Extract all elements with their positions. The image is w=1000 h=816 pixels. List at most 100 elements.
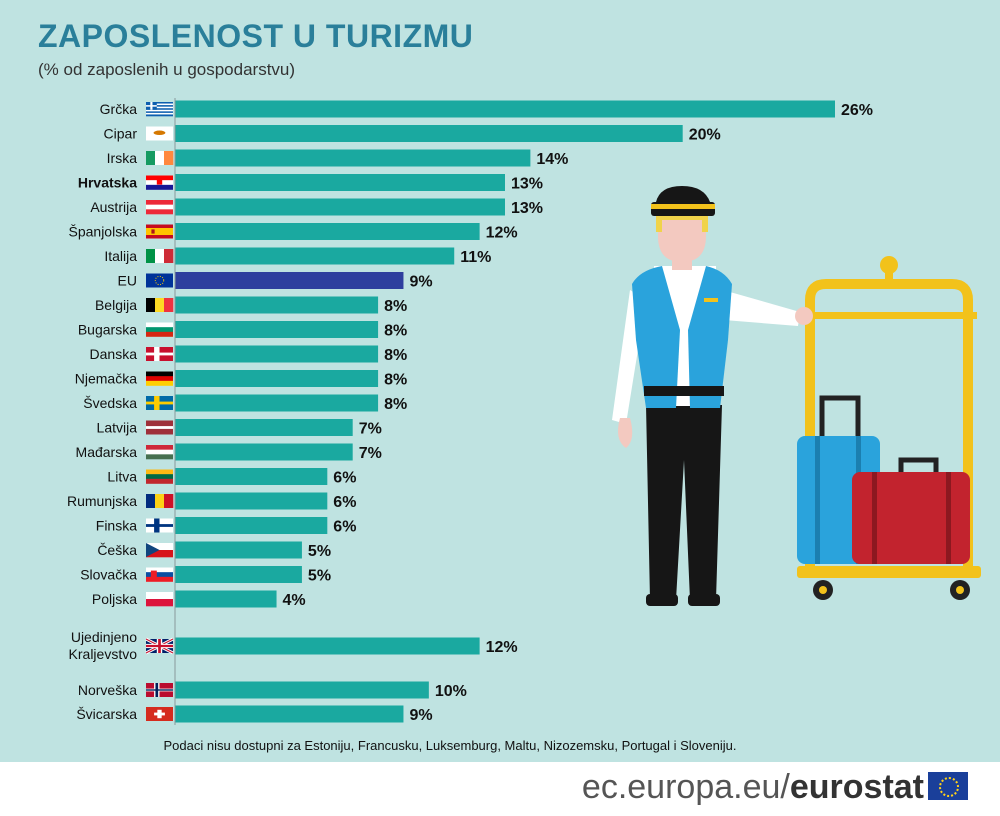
porter-with-luggage-cart-illustration (612, 186, 981, 606)
bar (175, 370, 379, 387)
luggage-cart-icon (797, 256, 981, 600)
hungary-flag-icon (146, 445, 173, 460)
data-label: 12% (486, 225, 518, 242)
category-label: Slovačka (80, 567, 137, 583)
footer-brand[interactable]: ec.europa.eu/eurostat (582, 768, 968, 807)
category-label: Irska (107, 150, 138, 166)
germany-flag-icon (146, 371, 173, 386)
category-label: Poljska (92, 591, 137, 607)
category-label: Finska (96, 518, 137, 534)
data-label: 6% (333, 519, 356, 536)
category-label: Grčka (100, 101, 138, 117)
bar (175, 681, 429, 699)
eu-flag-logo-icon (928, 772, 968, 801)
greece-flag-icon (146, 102, 173, 117)
category-label: Danska (90, 346, 138, 362)
data-label: 5% (308, 568, 331, 585)
data-label: 26% (841, 102, 873, 119)
bar (175, 125, 683, 142)
slovakia-flag-icon (146, 567, 173, 582)
spain-flag-icon (146, 224, 173, 239)
chart-title: ZAPOSLENOST U TURIZMU (38, 18, 474, 54)
category-label: Hrvatska (78, 175, 137, 191)
data-label: 8% (384, 396, 407, 413)
bar (175, 419, 353, 436)
category-label: Švicarska (76, 706, 137, 722)
data-label: 7% (359, 421, 382, 438)
bar-chart: 26% Grčka 20% Cipar 14% Irska 13% Hrvatska 13% Au… (67, 98, 981, 725)
chart-subtitle: (% od zaposlenih u gospodarstvu) (38, 60, 296, 79)
bar (175, 321, 379, 338)
bar (175, 100, 835, 118)
bar (175, 705, 404, 723)
norway-flag-icon (146, 683, 173, 697)
latvia-flag-icon (146, 420, 173, 435)
category-label: Norveška (78, 682, 137, 698)
porter-icon (612, 186, 813, 606)
data-label: 9% (409, 707, 432, 724)
footer-site: ec.europa.eu/ (581, 768, 790, 806)
poland-flag-icon (146, 592, 173, 607)
data-label: 8% (384, 298, 407, 315)
data-label: 9% (409, 274, 432, 291)
bar (175, 296, 379, 314)
denmark-flag-icon (146, 347, 173, 361)
bar (175, 198, 505, 216)
category-label: EU (118, 273, 137, 289)
data-label: 4% (283, 592, 306, 609)
bar (175, 590, 277, 608)
italy-flag-icon (146, 249, 174, 263)
bar (175, 247, 455, 265)
category-label: Latvija (97, 420, 138, 436)
finland-flag-icon (146, 518, 173, 533)
data-label: 7% (359, 445, 382, 462)
category-label: Cipar (104, 126, 138, 142)
bar (175, 149, 531, 167)
bar (175, 517, 328, 534)
data-label: 5% (308, 543, 331, 560)
bar (175, 637, 480, 655)
data-label: 6% (333, 494, 356, 511)
bar (175, 541, 302, 559)
category-label: Belgija (95, 297, 137, 313)
category-label: Italija (104, 248, 137, 264)
category-label: Mađarska (76, 444, 138, 460)
belgium-flag-icon (146, 298, 174, 312)
data-label: 13% (511, 200, 543, 217)
bar (175, 468, 328, 485)
romania-flag-icon (146, 494, 174, 508)
category-label: Litva (107, 469, 137, 485)
bar (175, 272, 404, 289)
category-label: Češka (97, 542, 137, 558)
bar (175, 394, 379, 412)
data-note: Podaci nisu dostupni za Estoniju, Francu… (163, 738, 737, 753)
data-label: 13% (511, 176, 543, 193)
data-label: 8% (384, 347, 407, 364)
category-label: Rumunjska (67, 493, 137, 509)
data-label: 20% (689, 127, 721, 144)
footer-brand-name: eurostat (789, 768, 924, 806)
bar (175, 492, 328, 510)
bars-layer: 26% Grčka 20% Cipar 14% Irska 13% Hrvatska 13% Au… (67, 98, 873, 725)
lithuania-flag-icon (146, 469, 173, 484)
uk-flag-icon (145, 637, 174, 655)
czechia-flag-icon (146, 543, 173, 558)
data-label: 14% (536, 151, 568, 168)
cyprus-flag-icon (146, 126, 173, 141)
data-label: 10% (435, 683, 467, 700)
bar (175, 345, 379, 363)
bar (175, 223, 480, 240)
data-label: 6% (333, 470, 356, 487)
category-label: Švedska (83, 395, 137, 411)
data-label: 11% (460, 249, 491, 266)
sweden-flag-icon (146, 396, 173, 410)
category-label: Španjolska (69, 224, 138, 240)
bar (175, 174, 505, 191)
bulgaria-flag-icon (146, 322, 173, 337)
category-label: Bugarska (78, 322, 137, 338)
austria-flag-icon (146, 200, 173, 215)
bar (175, 443, 353, 461)
data-label: 8% (384, 372, 407, 389)
bar (175, 566, 302, 583)
ireland-flag-icon (146, 151, 174, 165)
